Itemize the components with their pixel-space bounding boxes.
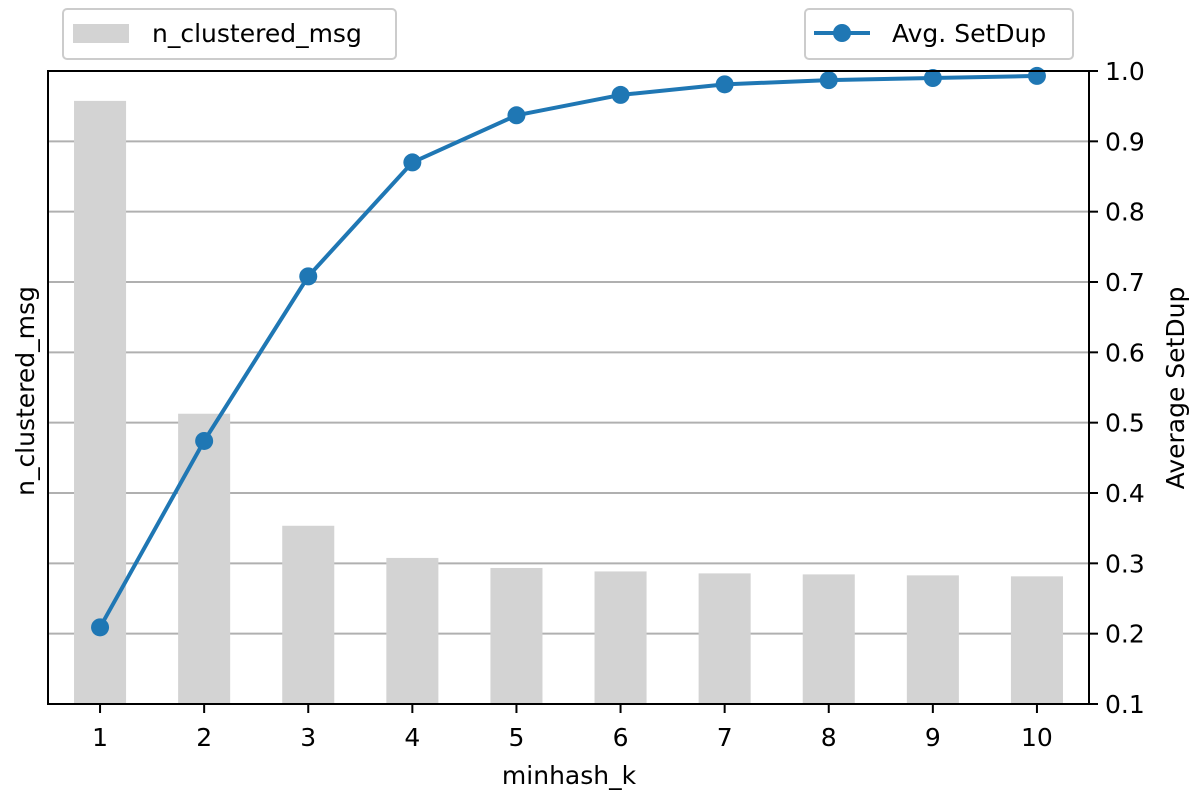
left-axis-title: n_clustered_msg — [11, 286, 40, 496]
x-tick-label-9: 9 — [925, 723, 941, 752]
legend-line: Avg. SetDup — [804, 8, 1074, 60]
legend-line-label: Avg. SetDup — [892, 19, 1046, 48]
bar-2 — [178, 413, 231, 704]
legend-line-frame — [804, 8, 1074, 60]
right-tick-label-8: 0.8 — [1105, 198, 1145, 227]
x-tick-label-6: 6 — [613, 723, 629, 752]
legend-bar-swatch — [73, 24, 129, 43]
bar-9 — [906, 575, 959, 704]
x-axis-title: minhash_k — [502, 761, 637, 790]
x-tick-label-10: 10 — [1021, 723, 1053, 752]
x-tick-label-8: 8 — [821, 723, 837, 752]
x-tick-label-1: 1 — [92, 723, 108, 752]
right-tick-label-10: 1.0 — [1105, 57, 1145, 86]
setdup-point-2 — [195, 431, 214, 450]
x-tick-label-4: 4 — [404, 723, 420, 752]
right-tick-label-9: 0.9 — [1105, 127, 1145, 156]
right-tick-label-5: 0.5 — [1105, 409, 1145, 438]
legend-bar-frame — [62, 8, 397, 60]
right-tick-label-2: 0.2 — [1105, 620, 1145, 649]
setdup-point-10 — [1027, 66, 1046, 85]
bar-layer — [74, 100, 1063, 705]
right-tick-label-7: 0.7 — [1105, 268, 1145, 297]
setdup-point-8 — [819, 71, 838, 90]
right-axis-title: Average SetDup — [1161, 287, 1190, 490]
bar-4 — [386, 557, 439, 704]
bar-3 — [282, 525, 335, 704]
bar-1 — [74, 100, 127, 705]
line-layer — [91, 66, 1046, 637]
setdup-point-9 — [923, 69, 942, 88]
legend-line-marker — [833, 24, 851, 42]
bar-8 — [802, 574, 855, 704]
setdup-point-3 — [299, 267, 318, 286]
x-tick-label-5: 5 — [508, 723, 524, 752]
x-tick-label-7: 7 — [717, 723, 733, 752]
legend-bar: n_clustered_msg — [62, 8, 397, 60]
right-tick-label-3: 0.3 — [1105, 549, 1145, 578]
bar-6 — [594, 571, 647, 704]
x-tick-label-3: 3 — [300, 723, 316, 752]
tick-layer: 1 2 3 4 5 6 7 8 9 10 0.1 0.2 0.3 0.4 0.5 0.6 0.7 0.8 0.9 1.… — [92, 57, 1145, 752]
right-tick-label-1: 0.1 — [1105, 690, 1145, 719]
setdup-point-5 — [507, 106, 526, 125]
setdup-point-7 — [715, 75, 734, 94]
bar-10 — [1010, 576, 1063, 704]
right-tick-label-4: 0.4 — [1105, 479, 1145, 508]
plot-frame — [47, 70, 1090, 705]
setdup-point-4 — [403, 153, 422, 172]
setdup-line — [98, 73, 1037, 629]
bar-7 — [698, 573, 751, 704]
x-tick-label-2: 2 — [196, 723, 212, 752]
setdup-point-6 — [611, 85, 630, 104]
axes-layer — [47, 70, 1090, 705]
right-tick-label-6: 0.6 — [1105, 338, 1145, 367]
bar-5 — [490, 567, 543, 704]
legend-bar-label: n_clustered_msg — [152, 19, 362, 48]
setdup-point-1 — [91, 618, 110, 637]
